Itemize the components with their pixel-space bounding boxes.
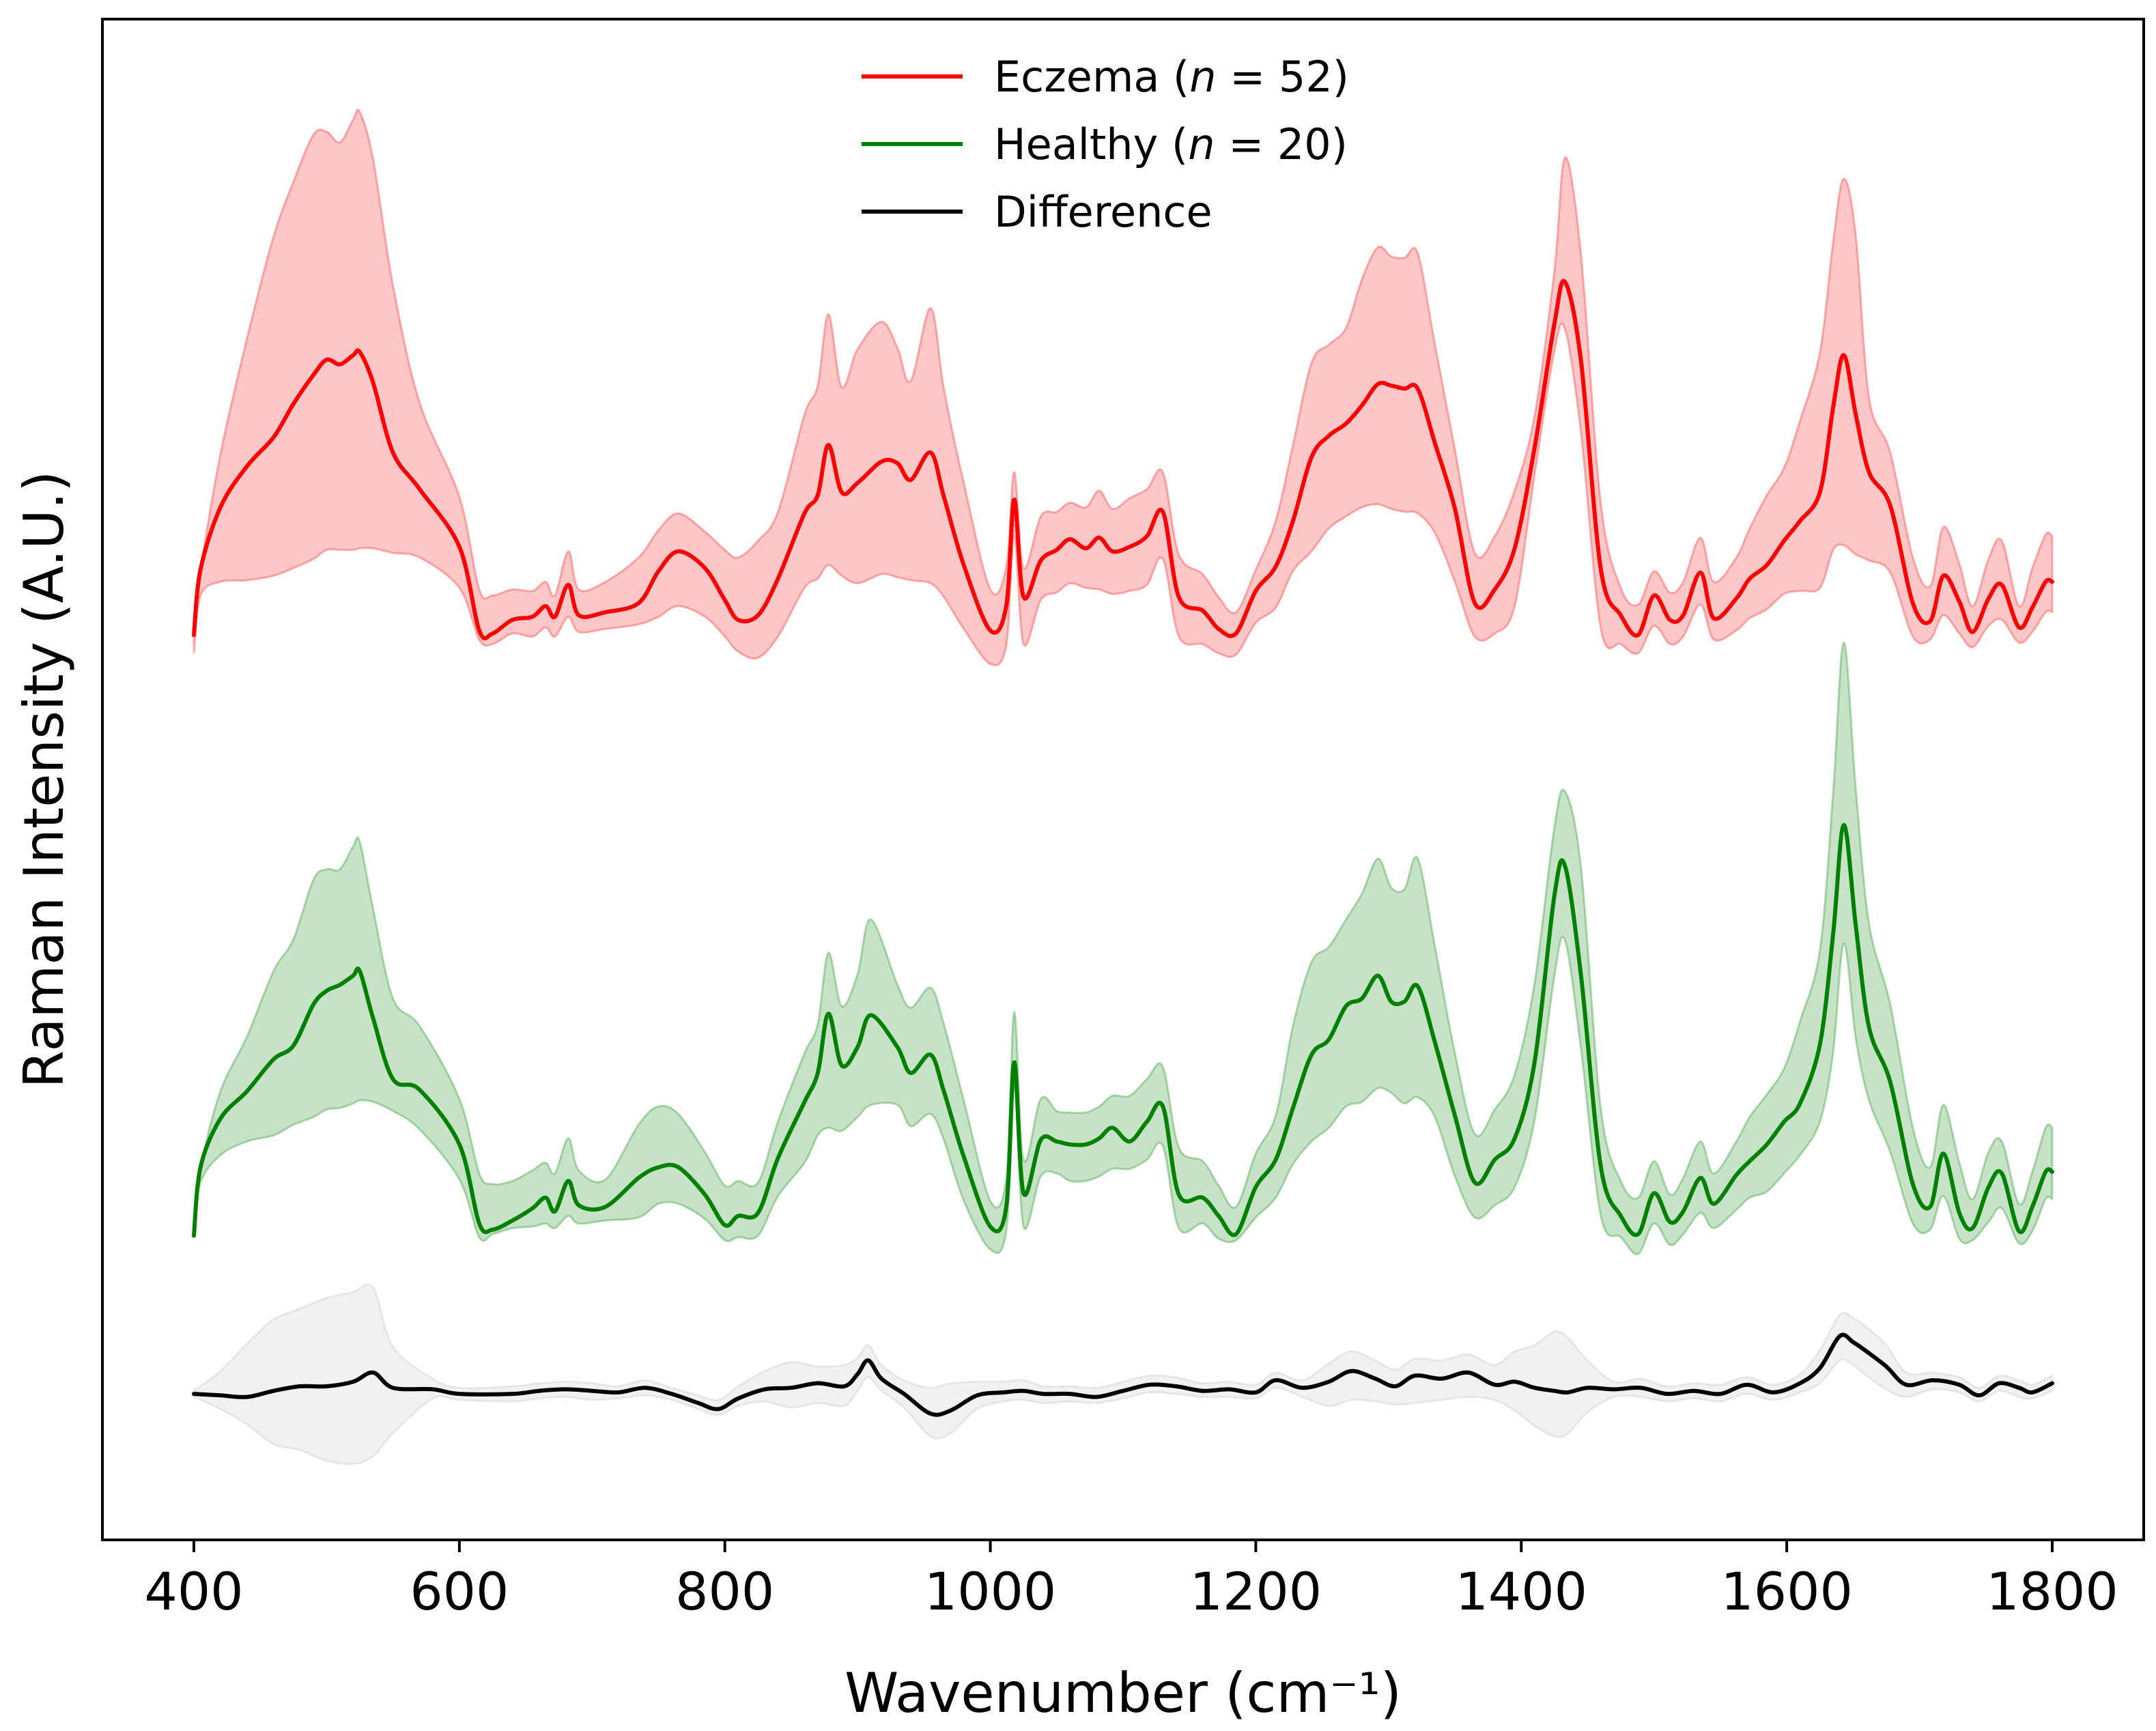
plot-frame bbox=[101, 18, 2145, 1541]
x-tick-label-400: 400 bbox=[144, 1561, 243, 1622]
x-tick-label-600: 600 bbox=[410, 1561, 509, 1622]
x-tick-label-1000: 1000 bbox=[924, 1561, 1056, 1622]
eczema-mean-line bbox=[192, 278, 2054, 641]
x-tick-label-1400: 1400 bbox=[1456, 1561, 1587, 1622]
x-axis-title: Wavenumber (cm⁻¹) bbox=[845, 1661, 1402, 1725]
legend-label-difference: Difference bbox=[994, 187, 1212, 237]
difference-mean-line bbox=[192, 1332, 2054, 1417]
legend: Eczema (n = 52) Healthy (n = 20) Differenc… bbox=[862, 52, 1349, 237]
healthy-mean-line bbox=[192, 822, 2054, 1238]
x-tick-label-800: 800 bbox=[675, 1561, 774, 1622]
legend-label-eczema: Eczema (n = 52) bbox=[994, 52, 1349, 102]
eczema-std-band bbox=[193, 109, 2054, 667]
difference-std-band bbox=[193, 1283, 2054, 1465]
mean-spectra-lines bbox=[192, 278, 2054, 1417]
x-tick-label-1800: 1800 bbox=[1986, 1561, 2118, 1622]
x-axis-ticks: 400 600 800 1000 1200 1400 1600 1800 bbox=[144, 1540, 2118, 1622]
x-tick-label-1600: 1600 bbox=[1720, 1561, 1852, 1622]
y-axis-title: Raman Intensity (A.U.) bbox=[12, 471, 76, 1089]
uncertainty-bands bbox=[193, 109, 2054, 1465]
legend-label-healthy: Healthy (n = 20) bbox=[994, 119, 1348, 169]
x-tick-label-1200: 1200 bbox=[1190, 1561, 1322, 1622]
healthy-std-band bbox=[193, 641, 2054, 1255]
